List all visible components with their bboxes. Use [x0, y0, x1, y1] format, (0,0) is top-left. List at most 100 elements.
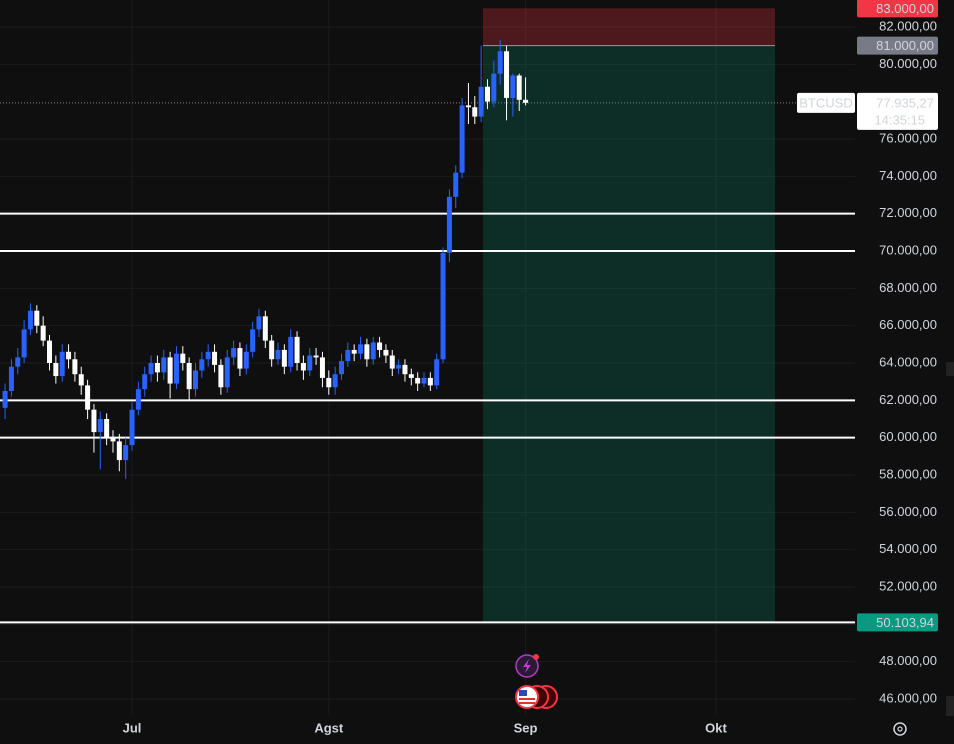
candle-body [427, 377, 433, 386]
y-tick-label: 62.000,00 [879, 392, 937, 407]
target-label: 50.103,94 [876, 615, 934, 630]
candle-body [218, 364, 224, 388]
candle-body [319, 357, 325, 378]
candle-body [78, 374, 84, 386]
candle-body [440, 252, 446, 360]
candle-body [523, 99, 529, 103]
scroll-handle[interactable] [946, 362, 954, 376]
y-tick-label: 82.000,00 [879, 18, 937, 33]
candle-body [110, 437, 116, 442]
candle-body [59, 351, 65, 377]
candle-body [453, 172, 459, 197]
candle-body [383, 349, 389, 356]
candle-body [250, 329, 256, 352]
gear-hub [897, 726, 903, 732]
candle-body [47, 340, 53, 363]
y-tick-label: 72.000,00 [879, 205, 937, 220]
candle-body [154, 362, 160, 373]
y-tick-label: 74.000,00 [879, 168, 937, 183]
candle-body [199, 359, 205, 371]
candle-body [8, 366, 14, 391]
candle-body [91, 409, 97, 433]
candle-body [377, 342, 383, 350]
candle-body [104, 418, 110, 438]
flag-icon[interactable] [515, 685, 539, 709]
lightning [523, 659, 531, 673]
y-tick-label: 46.000,00 [879, 690, 937, 705]
y-tick-label: 54.000,00 [879, 541, 937, 556]
scroll-handle[interactable] [946, 696, 954, 716]
candle-body [72, 359, 78, 375]
candle-body [516, 75, 522, 100]
candle-body [231, 348, 237, 358]
candle-body [15, 357, 21, 367]
candle-body [465, 105, 471, 108]
candle-body [135, 389, 141, 410]
countdown-label: 14:35:15 [874, 112, 925, 127]
y-tick-label: 66.000,00 [879, 317, 937, 332]
candle-body [459, 105, 465, 173]
candle-body [129, 409, 135, 446]
candle-body [421, 377, 427, 384]
candle-body [27, 310, 33, 330]
candle-body [212, 351, 218, 365]
y-tick-label: 60.000,00 [879, 429, 937, 444]
candle-body [300, 362, 306, 371]
candle-body [345, 349, 351, 362]
candle-body [484, 86, 490, 102]
dot [533, 654, 539, 660]
x-tick-label: Agst [314, 720, 344, 735]
candle-body [34, 310, 40, 326]
event-icons [515, 654, 558, 709]
candle-body [351, 349, 357, 354]
candle-body [66, 351, 72, 360]
stop-box [857, 0, 938, 18]
x-tick-label: Sep [514, 720, 538, 735]
candle-body [21, 329, 27, 358]
candle-body [205, 351, 211, 360]
candle-body [370, 342, 376, 360]
entry-box [857, 36, 938, 55]
entry-label: 81.000,00 [876, 38, 934, 53]
y-tick-label: 80.000,00 [879, 56, 937, 71]
candle-body [237, 348, 243, 369]
target-zone [483, 45, 775, 623]
symbol-box [797, 92, 855, 113]
candle-body [256, 316, 262, 330]
y-tick-label: 58.000,00 [879, 466, 937, 481]
candle-body [497, 51, 503, 74]
candle-body [472, 107, 478, 117]
candle-body [53, 362, 59, 377]
candle-body [243, 351, 249, 369]
gear[interactable] [893, 722, 907, 736]
candle-body [326, 377, 332, 388]
candle-body [510, 75, 516, 98]
y-tick-label: 56.000,00 [879, 504, 937, 519]
candle-body [307, 355, 313, 371]
symbol-label: BTCUSD [799, 95, 852, 110]
y-tick-label: 52.000,00 [879, 578, 937, 593]
candle-body [294, 336, 300, 363]
candle-body [2, 390, 8, 408]
candle-body [186, 362, 192, 390]
candle-body [142, 374, 148, 390]
flag-canton [519, 690, 527, 696]
candle-body [167, 357, 173, 384]
candle-body [262, 316, 268, 341]
candle-body [478, 86, 484, 117]
candle-body [338, 361, 344, 375]
x-tick-label: Okt [705, 720, 727, 735]
candle-body [193, 370, 199, 390]
candle-body [269, 340, 275, 360]
settings-button[interactable] [893, 722, 907, 736]
candle-body [180, 353, 186, 363]
x-tick-label: Jul [123, 720, 142, 735]
stop-zone [483, 8, 775, 46]
candle-body [97, 418, 103, 433]
candle-body [434, 359, 440, 386]
candle-body [275, 349, 281, 360]
candle-body [116, 441, 122, 461]
last-price-box [857, 92, 938, 130]
candle-body [446, 196, 452, 253]
